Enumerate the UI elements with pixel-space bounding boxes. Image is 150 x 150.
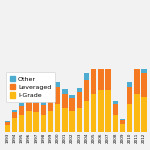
Bar (120, 119, 125, 120)
Bar (134, 66, 140, 93)
Bar (98, 58, 104, 90)
Bar (5, 121, 10, 122)
Bar (69, 95, 75, 98)
Bar (113, 104, 118, 114)
Bar (84, 80, 89, 100)
Bar (19, 114, 24, 132)
Bar (5, 122, 10, 125)
Bar (120, 124, 125, 132)
Bar (127, 87, 132, 104)
Bar (98, 90, 104, 132)
Bar (41, 114, 46, 132)
Bar (134, 56, 140, 66)
Bar (134, 93, 140, 132)
Bar (105, 49, 111, 58)
Bar (33, 112, 39, 132)
Bar (62, 89, 68, 93)
Bar (48, 94, 53, 98)
Bar (41, 102, 46, 105)
Bar (12, 110, 17, 112)
Bar (19, 103, 24, 106)
Bar (19, 106, 24, 114)
Bar (69, 111, 75, 132)
Bar (55, 87, 60, 104)
Bar (141, 97, 147, 132)
Bar (26, 96, 32, 100)
Bar (62, 108, 68, 132)
Bar (105, 90, 111, 132)
Bar (77, 108, 82, 132)
Bar (69, 98, 75, 111)
Bar (127, 104, 132, 132)
Bar (55, 82, 60, 87)
Bar (33, 98, 39, 103)
Bar (91, 62, 96, 69)
Bar (77, 88, 82, 92)
Bar (48, 111, 53, 132)
Bar (91, 93, 96, 132)
Bar (98, 50, 104, 58)
Bar (105, 58, 111, 90)
Bar (113, 114, 118, 132)
Bar (33, 103, 39, 112)
Legend: Other, Leveraged, I-Grade: Other, Leveraged, I-Grade (6, 72, 55, 102)
Bar (41, 105, 46, 114)
Bar (84, 73, 89, 80)
Bar (127, 82, 132, 87)
Bar (141, 72, 147, 97)
Bar (113, 101, 118, 104)
Bar (91, 69, 96, 93)
Bar (55, 104, 60, 132)
Bar (26, 111, 32, 132)
Bar (5, 125, 10, 132)
Bar (120, 120, 125, 124)
Bar (77, 92, 82, 108)
Bar (141, 66, 147, 72)
Bar (62, 93, 68, 108)
Bar (26, 100, 32, 111)
Bar (48, 98, 53, 111)
Bar (84, 100, 89, 132)
Bar (12, 118, 17, 132)
Bar (12, 112, 17, 118)
